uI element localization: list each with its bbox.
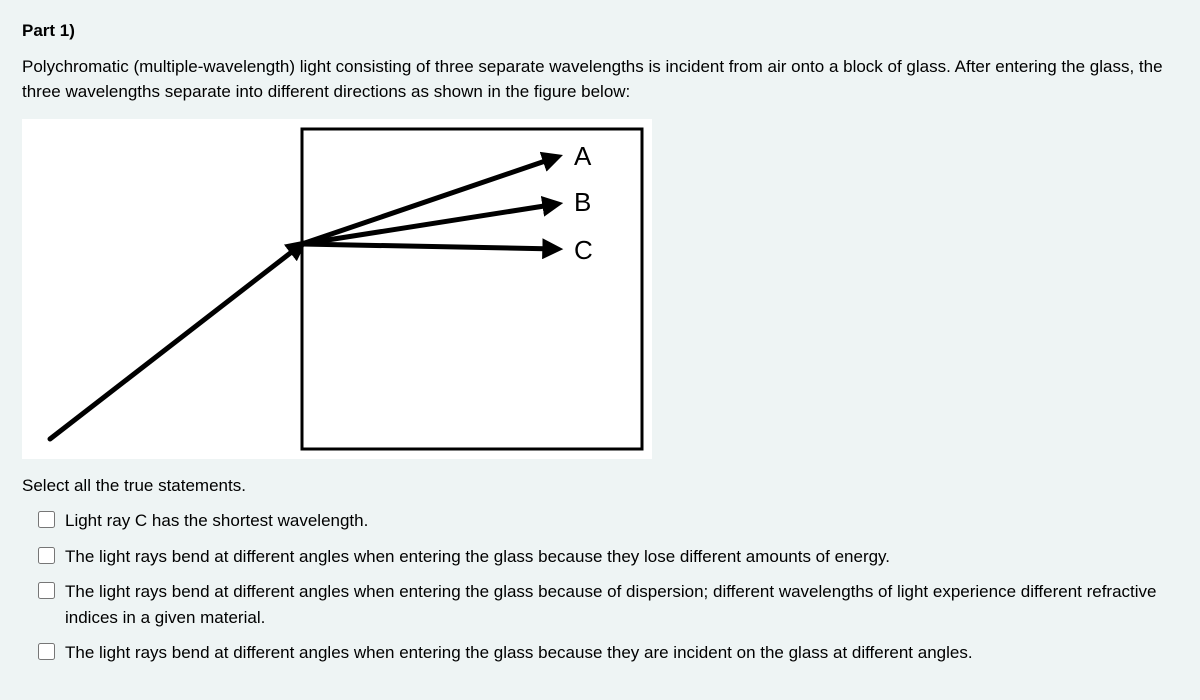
instruction-text: Select all the true statements. — [22, 473, 1178, 499]
option-label: The light rays bend at different angles … — [65, 579, 1178, 630]
option-checkbox-4[interactable] — [38, 643, 55, 660]
question-prompt: Polychromatic (multiple-wavelength) ligh… — [22, 54, 1178, 105]
option-label: The light rays bend at different angles … — [65, 544, 1178, 570]
svg-text:A: A — [574, 141, 592, 171]
option-checkbox-1[interactable] — [38, 511, 55, 528]
part-heading: Part 1) — [22, 18, 1178, 44]
option-label: The light rays bend at different angles … — [65, 640, 1178, 666]
option-row: The light rays bend at different angles … — [38, 544, 1178, 570]
option-checkbox-2[interactable] — [38, 547, 55, 564]
options-list: Light ray C has the shortest wavelength.… — [22, 508, 1178, 666]
option-row: The light rays bend at different angles … — [38, 640, 1178, 666]
dispersion-figure: ABC — [22, 119, 652, 459]
svg-text:C: C — [574, 235, 593, 265]
option-checkbox-3[interactable] — [38, 582, 55, 599]
option-row: Light ray C has the shortest wavelength. — [38, 508, 1178, 534]
option-row: The light rays bend at different angles … — [38, 579, 1178, 630]
svg-text:B: B — [574, 187, 591, 217]
option-label: Light ray C has the shortest wavelength. — [65, 508, 1178, 534]
